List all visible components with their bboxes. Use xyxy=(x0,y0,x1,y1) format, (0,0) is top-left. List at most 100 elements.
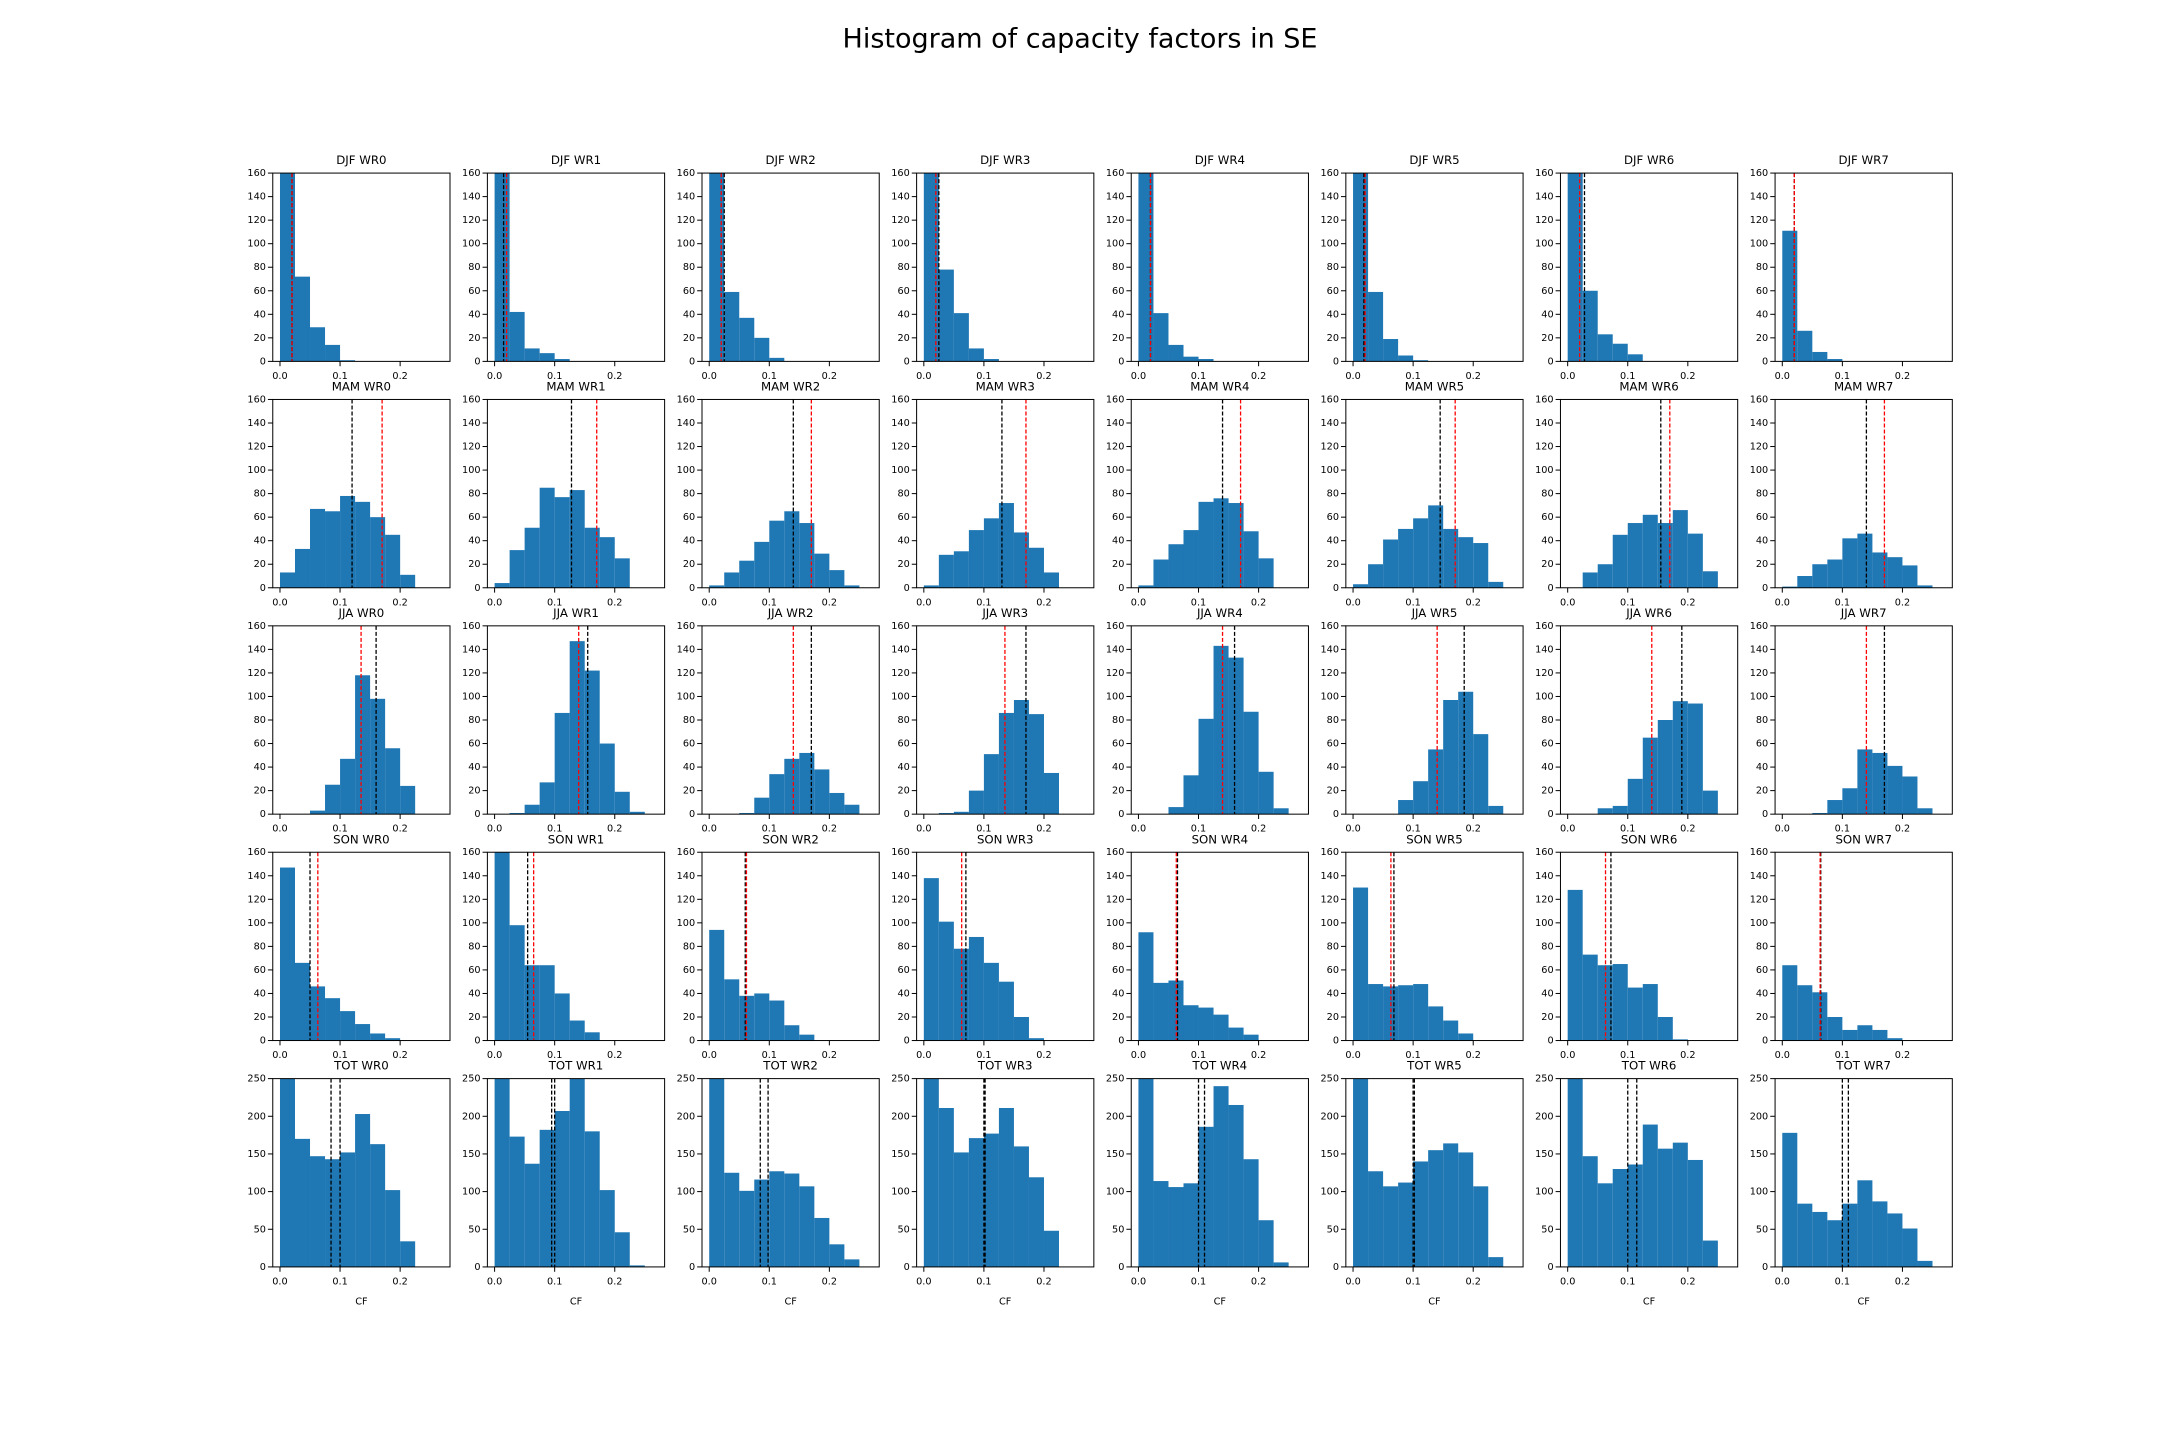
subplot: JJA WR6 0 20 40 60 80 100 120 140 160 0.0 0.1 0.2 xyxy=(1535,606,1739,835)
subplot-title: TOT WR7 xyxy=(1835,1059,1891,1073)
histogram-bar xyxy=(1627,778,1643,815)
x-tick-label: 0.0 xyxy=(916,824,931,835)
histogram-bar xyxy=(1368,984,1384,1041)
x-axis-label: CF xyxy=(784,1297,797,1308)
y-tick-label: 0 xyxy=(1547,583,1553,594)
y-tick-label: 60 xyxy=(1112,512,1124,523)
histogram-bar xyxy=(938,1107,954,1267)
y-tick-label: 160 xyxy=(1750,168,1769,179)
y-tick-label: 20 xyxy=(1327,559,1339,570)
histogram-bar xyxy=(1243,711,1259,815)
subplot-title: JJA WR4 xyxy=(1196,606,1243,620)
x-tick-label: 0.0 xyxy=(487,824,502,835)
histogram-bar xyxy=(1917,585,1933,588)
histogram-bar xyxy=(524,527,540,588)
y-tick-label: 150 xyxy=(1750,1149,1769,1160)
y-tick-label: 140 xyxy=(247,644,266,655)
y-tick-label: 80 xyxy=(468,715,480,726)
plot-area xyxy=(1782,1078,1933,1267)
histogram-bar xyxy=(385,1190,401,1267)
histogram-bar xyxy=(1797,330,1813,362)
subplot-title: DJF WR4 xyxy=(1195,153,1245,167)
histogram-bar xyxy=(739,1190,755,1267)
y-tick-label: 120 xyxy=(891,668,910,679)
y-tick-label: 20 xyxy=(1756,559,1768,570)
histogram-bar xyxy=(829,1244,845,1267)
y-tick-label: 40 xyxy=(683,988,695,999)
histogram-bar xyxy=(1672,1039,1688,1041)
y-tick-label: 100 xyxy=(1535,1187,1554,1198)
histogram-bar xyxy=(1842,788,1858,815)
x-tick-label: 0.0 xyxy=(1560,597,1575,608)
y-tick-label: 100 xyxy=(1750,691,1769,702)
y-tick-label: 100 xyxy=(677,1187,696,1198)
subplot-title: JJA WR1 xyxy=(552,606,599,620)
histogram-bar xyxy=(724,1172,740,1267)
plot-area xyxy=(279,852,401,1041)
histogram-bar xyxy=(355,1114,371,1267)
y-tick-label: 140 xyxy=(1535,192,1554,203)
histogram-bar xyxy=(953,1152,969,1267)
y-tick-label: 100 xyxy=(462,691,481,702)
y-tick-label: 60 xyxy=(1756,739,1768,750)
histogram-bar xyxy=(1028,714,1044,815)
y-tick-label: 60 xyxy=(897,965,909,976)
histogram-bar xyxy=(1782,1132,1798,1267)
y-tick-label: 40 xyxy=(1541,762,1553,773)
y-tick-label: 200 xyxy=(1535,1111,1554,1122)
y-tick-label: 160 xyxy=(1106,621,1125,632)
histogram-bar xyxy=(1458,1033,1474,1041)
histogram-bar xyxy=(569,490,585,588)
histogram-bar xyxy=(829,570,845,588)
x-tick-label: 0.1 xyxy=(1620,371,1635,382)
histogram-bar xyxy=(1782,586,1798,588)
histogram-bar xyxy=(629,1265,645,1267)
histogram-bar xyxy=(1887,1038,1903,1041)
histogram-bar xyxy=(1228,1027,1244,1041)
histogram-bar xyxy=(998,503,1014,588)
y-tick-label: 100 xyxy=(1535,239,1554,250)
y-tick-label: 0 xyxy=(1547,1262,1553,1273)
y-tick-label: 20 xyxy=(1112,559,1124,570)
histogram-bar xyxy=(1443,699,1459,815)
subplot: DJF WR2 0 20 40 60 80 100 120 140 160 0.0 0.1 0.2 xyxy=(677,153,880,382)
histogram-bar xyxy=(584,1131,600,1267)
y-tick-label: 40 xyxy=(897,988,909,999)
histogram-bar xyxy=(1168,544,1184,588)
histogram-bar xyxy=(784,511,800,588)
histogram-bar xyxy=(1827,1017,1843,1041)
histogram-bar xyxy=(554,712,570,815)
x-tick-label: 0.0 xyxy=(487,1050,502,1061)
y-tick-label: 20 xyxy=(1541,333,1553,344)
histogram-bar xyxy=(539,782,555,815)
histogram-bar xyxy=(1782,965,1798,1041)
x-tick-label: 0.1 xyxy=(332,1276,347,1287)
x-tick-label: 0.2 xyxy=(607,1276,622,1287)
subplot-title: SON WR6 xyxy=(1621,832,1678,846)
y-tick-label: 160 xyxy=(462,394,481,405)
histogram-bar xyxy=(1902,565,1918,588)
y-tick-label: 50 xyxy=(1541,1224,1553,1235)
histogram-bar xyxy=(1258,558,1274,588)
plot-area xyxy=(1353,1078,1504,1267)
y-tick-label: 140 xyxy=(891,192,910,203)
histogram-bar xyxy=(1458,1152,1474,1267)
subplot: JJA WR2 0 20 40 60 80 100 120 140 160 0.0 0.1 0.2 xyxy=(677,606,880,835)
histogram-bar xyxy=(799,523,815,588)
x-axis-label: CF xyxy=(1643,1297,1656,1308)
histogram-bar xyxy=(494,583,510,588)
y-tick-label: 60 xyxy=(468,965,480,976)
y-tick-label: 100 xyxy=(1106,239,1125,250)
y-tick-label: 100 xyxy=(1106,1187,1125,1198)
subplot-title: DJF WR7 xyxy=(1839,153,1889,167)
y-tick-label: 100 xyxy=(1750,239,1769,250)
x-tick-label: 0.2 xyxy=(1680,371,1695,382)
y-tick-label: 100 xyxy=(462,465,481,476)
x-tick-label: 0.0 xyxy=(272,597,287,608)
subplot: SON WR7 0 20 40 60 80 100 120 140 160 0.0 0.1 0.2 xyxy=(1750,832,1953,1061)
y-tick-label: 100 xyxy=(677,239,696,250)
y-tick-label: 60 xyxy=(897,739,909,750)
y-tick-label: 60 xyxy=(897,286,909,297)
y-tick-label: 40 xyxy=(468,309,480,320)
y-tick-label: 120 xyxy=(891,215,910,226)
